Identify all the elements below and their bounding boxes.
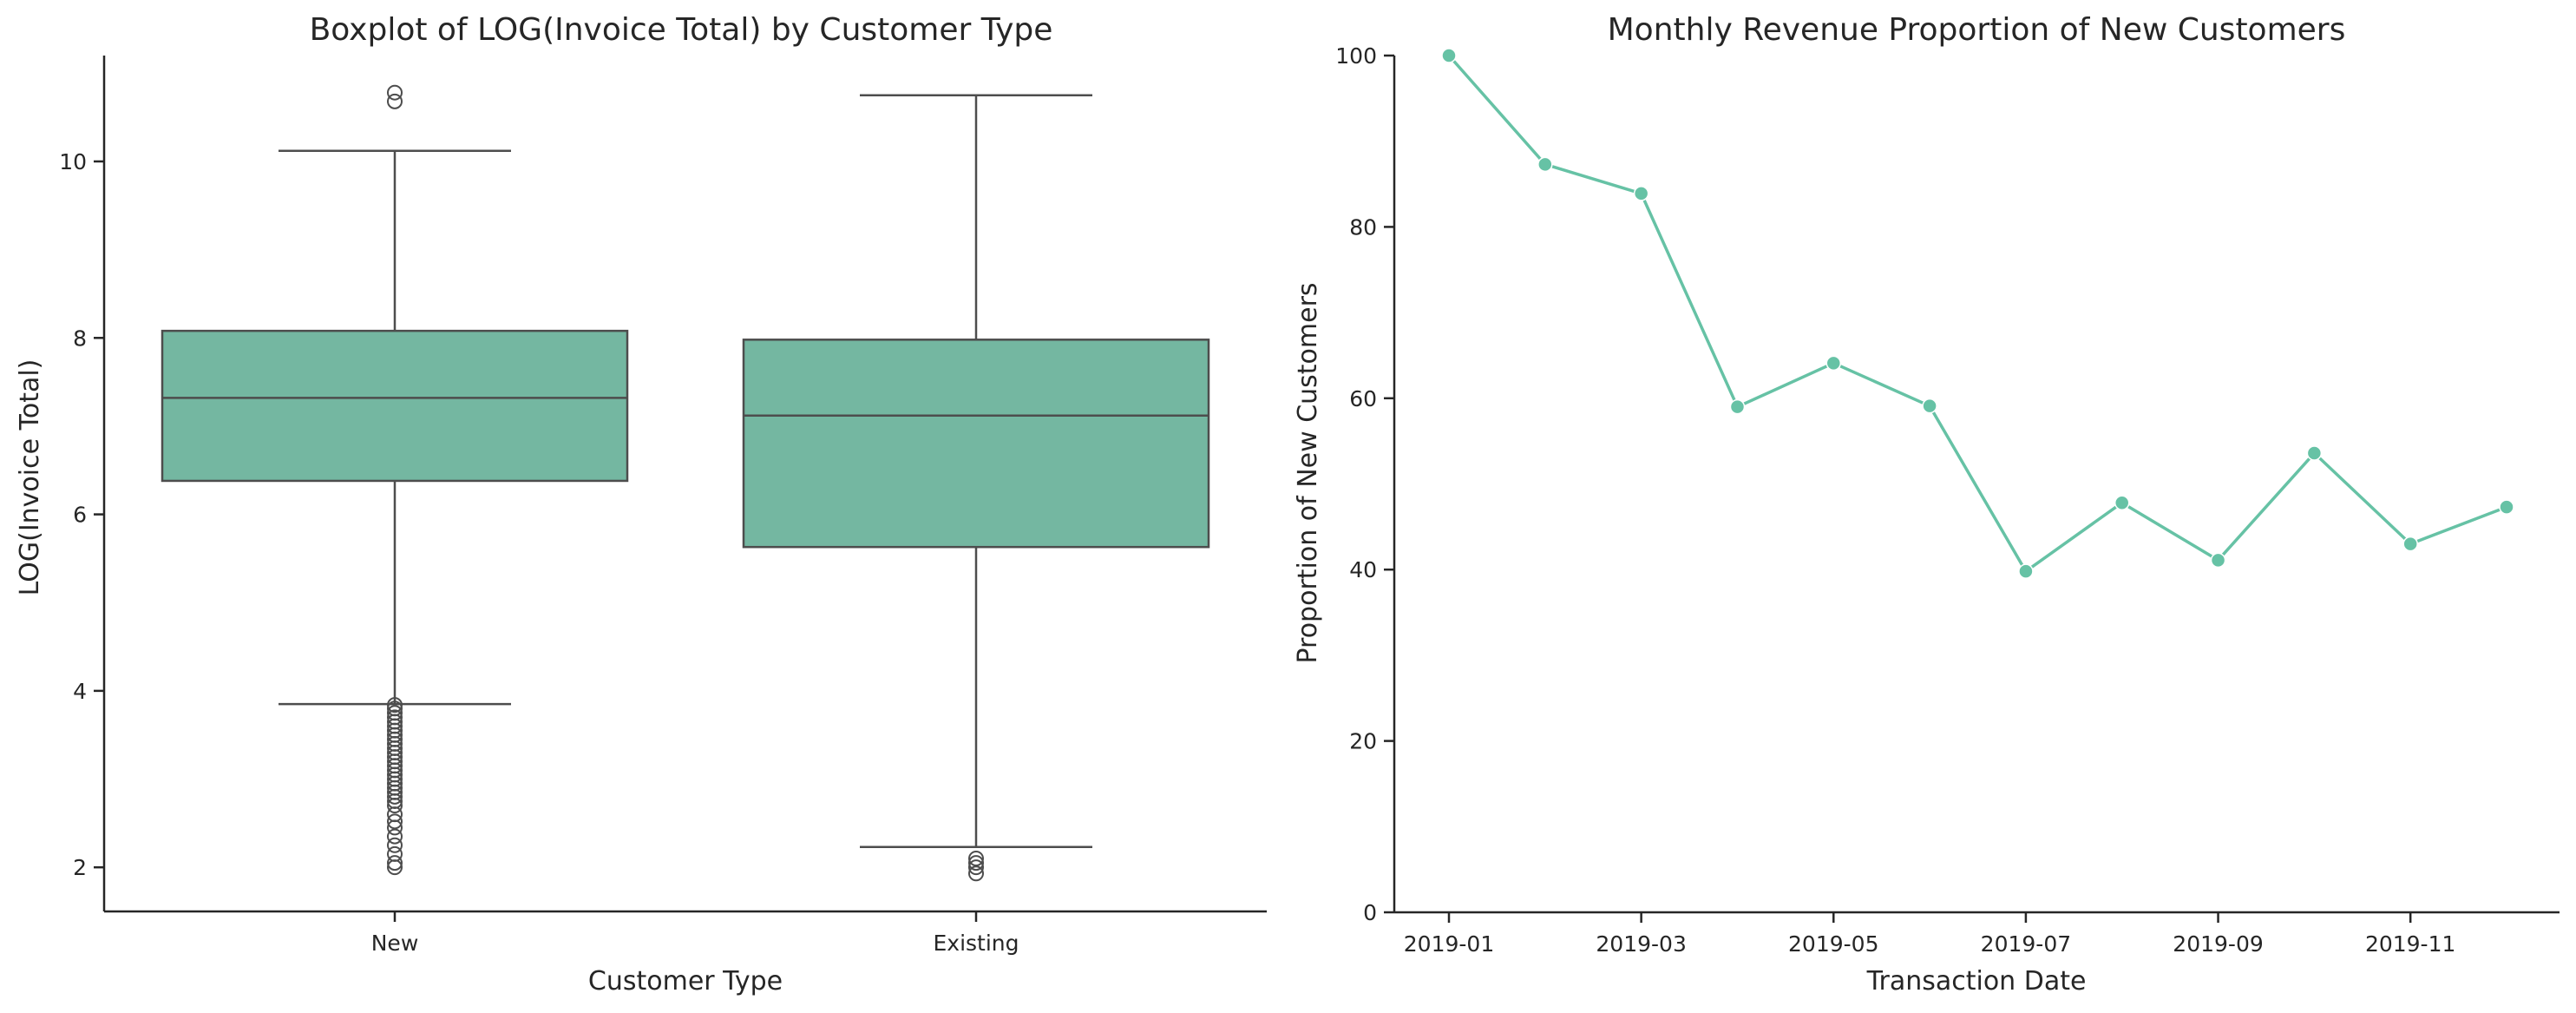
x-tick-label: 2019-03 — [1596, 931, 1686, 957]
x-tick-label: 2019-11 — [2365, 931, 2455, 957]
boxplot-x-ticks: New Existing — [371, 911, 1019, 956]
outlier-point — [387, 93, 403, 109]
x-tick-label: 2019-07 — [1981, 931, 2071, 957]
line-chart: Monthly Revenue Proportion of New Custom… — [1293, 12, 2560, 997]
outlier-point — [968, 851, 984, 867]
x-tick-label: New — [371, 931, 419, 956]
boxplot-y-ticks: 2 4 6 8 10 — [59, 149, 104, 880]
outlier-point — [387, 855, 403, 872]
line-chart-y-axis-label: Proportion of New Customers — [1293, 282, 1323, 663]
data-point — [2402, 536, 2418, 552]
iqr-box — [742, 339, 1210, 549]
series-line — [1447, 54, 2507, 573]
y-tick-label: 40 — [1349, 557, 1377, 582]
boxplot-boxes — [161, 84, 1210, 882]
data-point — [1825, 355, 1842, 372]
box-new — [161, 84, 629, 876]
outlier-point — [387, 813, 403, 830]
y-tick-label: 8 — [73, 326, 87, 351]
x-tick-label: 2019-05 — [1788, 931, 1878, 957]
boxplot-y-axis-label: LOG(Invoice Total) — [15, 359, 45, 596]
y-tick-label: 80 — [1349, 214, 1377, 240]
boxplot-chart: Boxplot of LOG(Invoice Total) by Custome… — [15, 12, 1267, 997]
boxplot-x-axis-label: Customer Type — [588, 966, 783, 997]
x-tick-label: 2019-09 — [2173, 931, 2263, 957]
outlier-point — [968, 855, 984, 872]
data-point — [1633, 186, 1649, 201]
data-point — [2499, 499, 2514, 515]
outlier-point — [387, 828, 403, 845]
line-chart-title: Monthly Revenue Proportion of New Custom… — [1608, 12, 2346, 48]
x-tick-label: 2019-01 — [1404, 931, 1494, 957]
y-tick-label: 10 — [59, 149, 87, 174]
iqr-box — [161, 329, 629, 483]
outlier-point — [387, 788, 403, 805]
y-tick-label: 100 — [1335, 43, 1377, 69]
y-tick-label: 0 — [1363, 900, 1377, 925]
y-tick-label: 2 — [73, 855, 87, 880]
data-point — [2018, 563, 2034, 579]
line-chart-y-ticks: 0 20 40 60 80 100 — [1335, 43, 1394, 925]
outlier-point — [387, 837, 403, 853]
boxplot-title: Boxplot of LOG(Invoice Total) by Custome… — [310, 12, 1053, 48]
x-tick-label: Existing — [933, 931, 1019, 956]
data-point — [2114, 495, 2130, 510]
data-point — [2210, 552, 2226, 569]
data-point — [2306, 445, 2323, 461]
outlier-point — [968, 859, 984, 876]
outlier-point — [387, 84, 403, 101]
data-point — [1441, 48, 1457, 63]
data-point — [1922, 398, 1937, 414]
data-point — [1729, 398, 1746, 415]
outlier-point — [387, 859, 403, 876]
outlier-point — [387, 798, 403, 814]
y-tick-label: 6 — [73, 503, 87, 528]
outlier-point — [968, 865, 984, 882]
line-chart-x-ticks: 2019-01 2019-03 2019-05 2019-07 2019-09 2019-… — [1404, 912, 2455, 957]
data-point — [1537, 156, 1553, 173]
line-chart-x-axis-label: Transaction Date — [1866, 966, 2087, 997]
box-existing — [742, 94, 1210, 882]
outlier-point — [387, 819, 403, 836]
y-tick-label: 20 — [1349, 729, 1377, 754]
series-points — [1441, 48, 2514, 579]
y-tick-label: 60 — [1349, 386, 1377, 411]
y-tick-label: 4 — [73, 679, 87, 704]
